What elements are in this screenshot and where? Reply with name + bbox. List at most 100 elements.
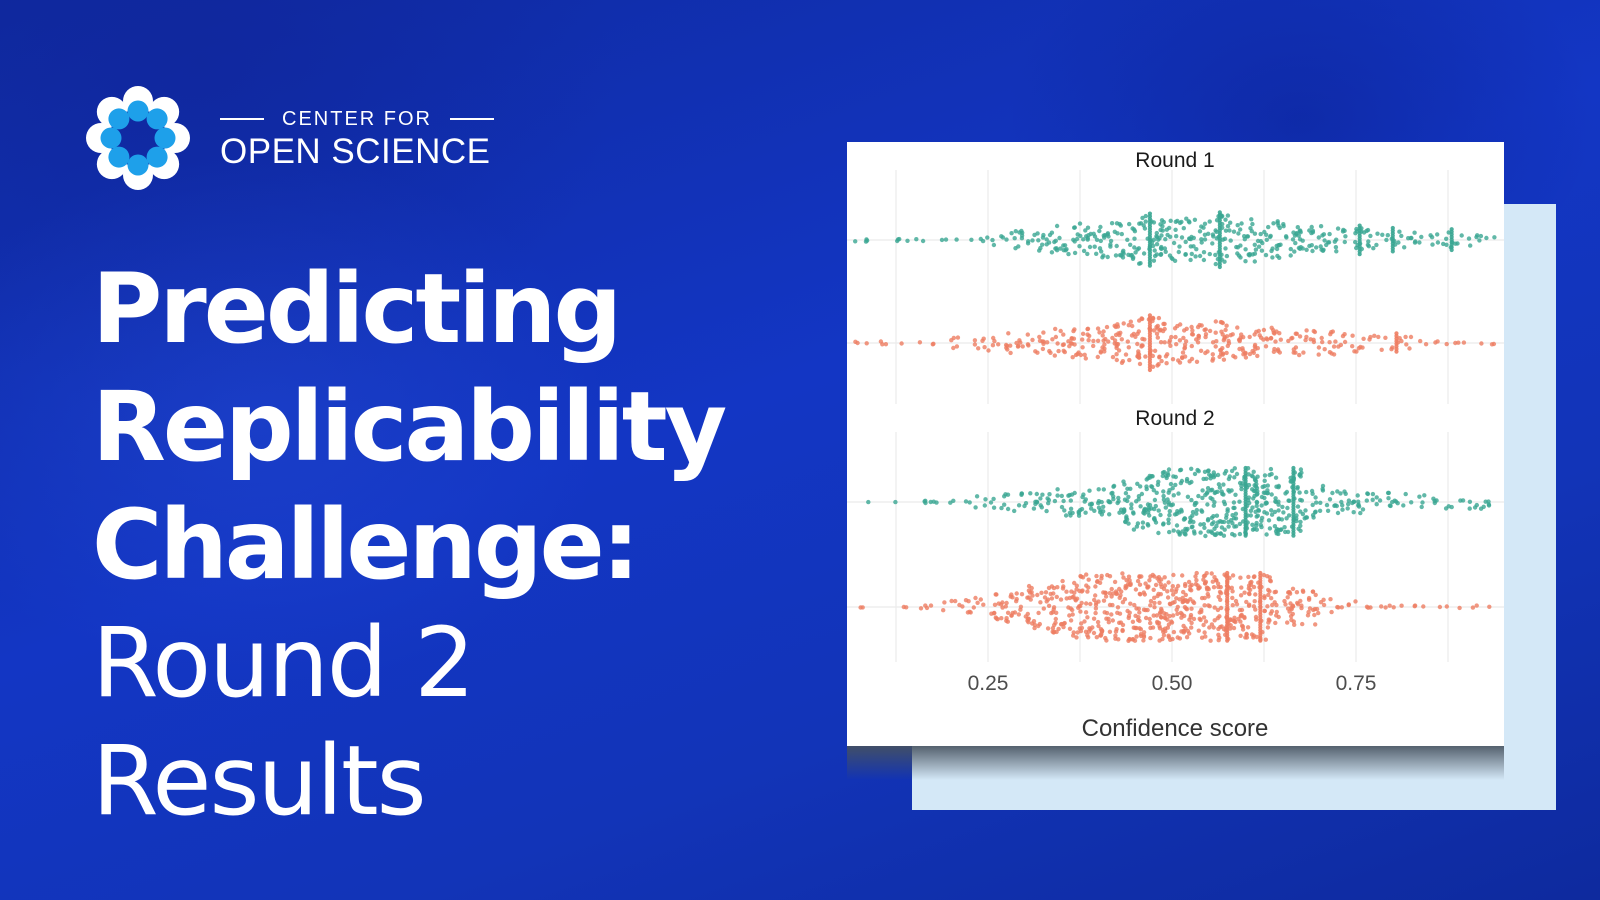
data-point xyxy=(1093,606,1099,611)
data-point xyxy=(965,610,971,615)
data-point xyxy=(1203,580,1208,586)
data-point xyxy=(1014,596,1019,602)
data-point xyxy=(1103,594,1109,599)
data-point xyxy=(1312,612,1317,618)
data-point xyxy=(1449,504,1454,510)
data-point xyxy=(1352,349,1357,354)
data-point xyxy=(1390,345,1395,350)
x-axis-title: Confidence score xyxy=(1082,715,1269,742)
data-point xyxy=(1173,219,1178,224)
data-point xyxy=(1207,219,1212,224)
data-point xyxy=(1167,509,1172,514)
data-point xyxy=(1051,605,1057,610)
data-point xyxy=(1058,246,1063,251)
data-point xyxy=(1147,326,1152,331)
data-point xyxy=(1136,606,1141,611)
data-point xyxy=(1114,243,1119,249)
data-point xyxy=(1183,239,1188,245)
data-point xyxy=(1095,354,1100,360)
data-point xyxy=(982,345,987,350)
data-point xyxy=(949,598,954,604)
data-point xyxy=(1486,503,1492,508)
chart-card: Round 1 Round 2 0.25 0.50 0.75 Confidence sco… xyxy=(847,142,1504,746)
data-point xyxy=(1026,620,1031,625)
data-point xyxy=(1098,349,1104,354)
data-point xyxy=(1192,217,1198,222)
data-point xyxy=(951,345,956,351)
data-point xyxy=(1252,332,1257,337)
data-point xyxy=(1203,634,1208,639)
data-point xyxy=(1227,575,1232,581)
data-point xyxy=(1245,513,1250,518)
data-point xyxy=(1086,338,1091,343)
data-point xyxy=(1203,533,1208,539)
data-point xyxy=(1045,340,1050,345)
data-point xyxy=(1238,593,1244,598)
data-point xyxy=(1152,497,1158,503)
data-point xyxy=(1129,502,1134,507)
data-point xyxy=(1165,595,1171,600)
data-point xyxy=(1291,230,1296,235)
data-point xyxy=(951,335,956,341)
data-point xyxy=(1272,590,1277,595)
data-point xyxy=(1260,484,1265,490)
data-point xyxy=(1248,226,1253,231)
logo-inner-dot xyxy=(146,146,168,168)
data-point xyxy=(1229,468,1235,474)
data-point xyxy=(1043,590,1049,595)
data-point xyxy=(1209,622,1215,627)
data-point xyxy=(1240,506,1246,512)
data-point xyxy=(943,237,949,242)
data-point xyxy=(1243,355,1249,360)
data-point xyxy=(1168,343,1173,348)
data-point xyxy=(1384,237,1389,243)
data-point xyxy=(1092,234,1098,239)
data-point xyxy=(1125,608,1130,614)
data-point xyxy=(991,242,997,248)
data-point xyxy=(1230,589,1235,594)
data-point xyxy=(1196,628,1201,633)
data-point xyxy=(1109,612,1114,617)
data-point xyxy=(1247,334,1252,340)
data-point xyxy=(1233,511,1239,516)
data-point xyxy=(1120,622,1126,628)
series-group-a xyxy=(853,210,1497,270)
data-point xyxy=(1409,235,1414,241)
data-point xyxy=(1170,357,1176,362)
data-point xyxy=(1194,511,1199,516)
data-point xyxy=(1057,235,1062,241)
data-point xyxy=(1225,224,1231,229)
data-point xyxy=(1309,488,1315,494)
data-point xyxy=(1328,597,1333,602)
data-point xyxy=(1171,493,1176,498)
data-point xyxy=(1199,323,1204,328)
data-point xyxy=(1159,246,1164,251)
data-point xyxy=(1308,337,1313,342)
data-point xyxy=(1106,620,1111,625)
data-point xyxy=(1231,500,1237,505)
data-point xyxy=(1268,336,1274,341)
data-point xyxy=(1317,508,1323,513)
data-point xyxy=(1190,599,1196,604)
data-point xyxy=(1474,603,1479,608)
chart-panel: Round 2 xyxy=(847,407,1504,662)
data-point xyxy=(1245,466,1251,471)
data-point xyxy=(1137,591,1142,597)
data-point xyxy=(1189,620,1194,626)
data-point xyxy=(1221,492,1226,497)
data-point xyxy=(1182,345,1188,350)
data-point xyxy=(1256,508,1262,513)
data-point xyxy=(1116,637,1121,642)
data-point xyxy=(1040,235,1046,240)
data-point xyxy=(1335,604,1340,610)
data-point xyxy=(1194,247,1199,252)
page-title: Predicting Replicability Challenge: Roun… xyxy=(92,250,727,840)
data-point xyxy=(1199,607,1204,612)
data-point xyxy=(1080,337,1085,342)
data-point xyxy=(1287,498,1292,503)
data-point xyxy=(1159,233,1164,238)
data-point xyxy=(1271,221,1276,226)
data-point xyxy=(1456,340,1461,345)
data-point xyxy=(1176,529,1181,534)
data-point xyxy=(1028,597,1033,602)
